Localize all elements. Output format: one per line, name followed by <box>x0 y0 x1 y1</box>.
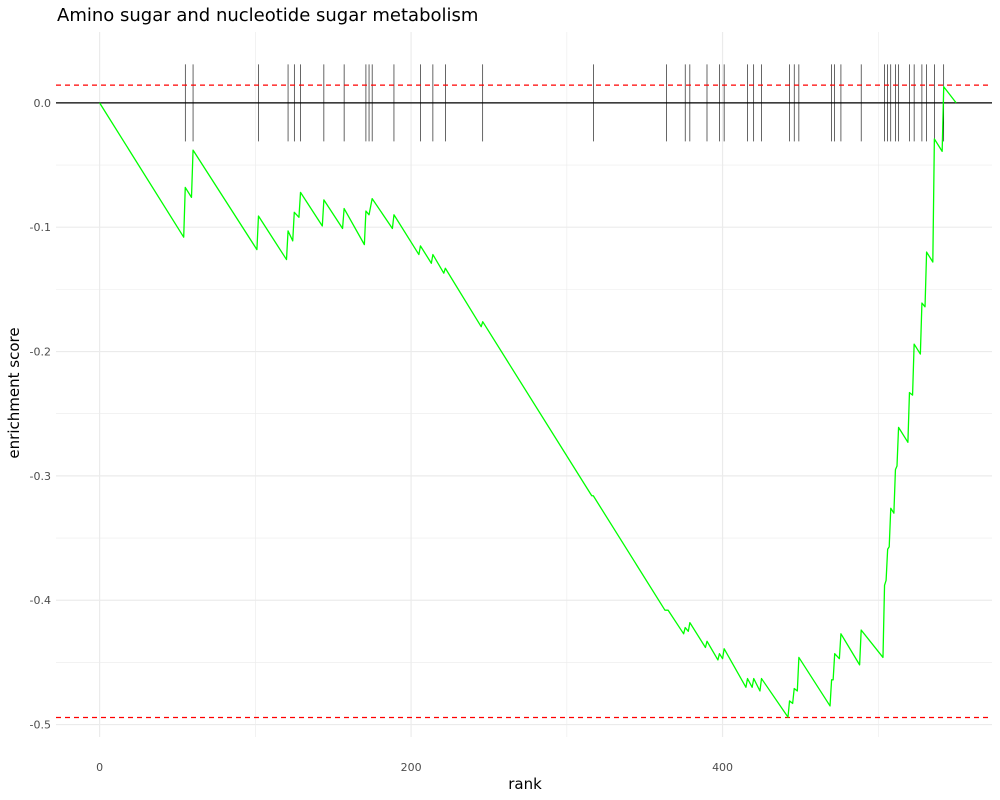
chart-title: Amino sugar and nucleotide sugar metabol… <box>57 5 478 26</box>
x-tick-label: 400 <box>712 761 733 774</box>
y-tick-label: -0.4 <box>30 594 51 607</box>
y-tick-label: 0.0 <box>34 97 52 110</box>
running-score-series <box>99 86 957 718</box>
y-tick-label: -0.2 <box>30 346 51 359</box>
reference-lines <box>56 84 992 719</box>
y-tick-label: -0.3 <box>30 470 51 483</box>
x-tick-label: 200 <box>401 761 422 774</box>
y-axis-ticks: 0.0 -0.1 -0.2 -0.3 -0.4 -0.5 <box>30 97 51 732</box>
y-axis-label: enrichment score <box>5 327 23 458</box>
y-tick-label: -0.5 <box>30 719 51 732</box>
grid <box>56 32 992 737</box>
x-tick-label: 0 <box>96 761 103 774</box>
x-axis-ticks: 0 200 400 <box>96 761 733 774</box>
x-axis-label: rank <box>508 775 542 793</box>
running-score-line <box>99 86 957 718</box>
y-tick-label: -0.1 <box>30 221 51 234</box>
